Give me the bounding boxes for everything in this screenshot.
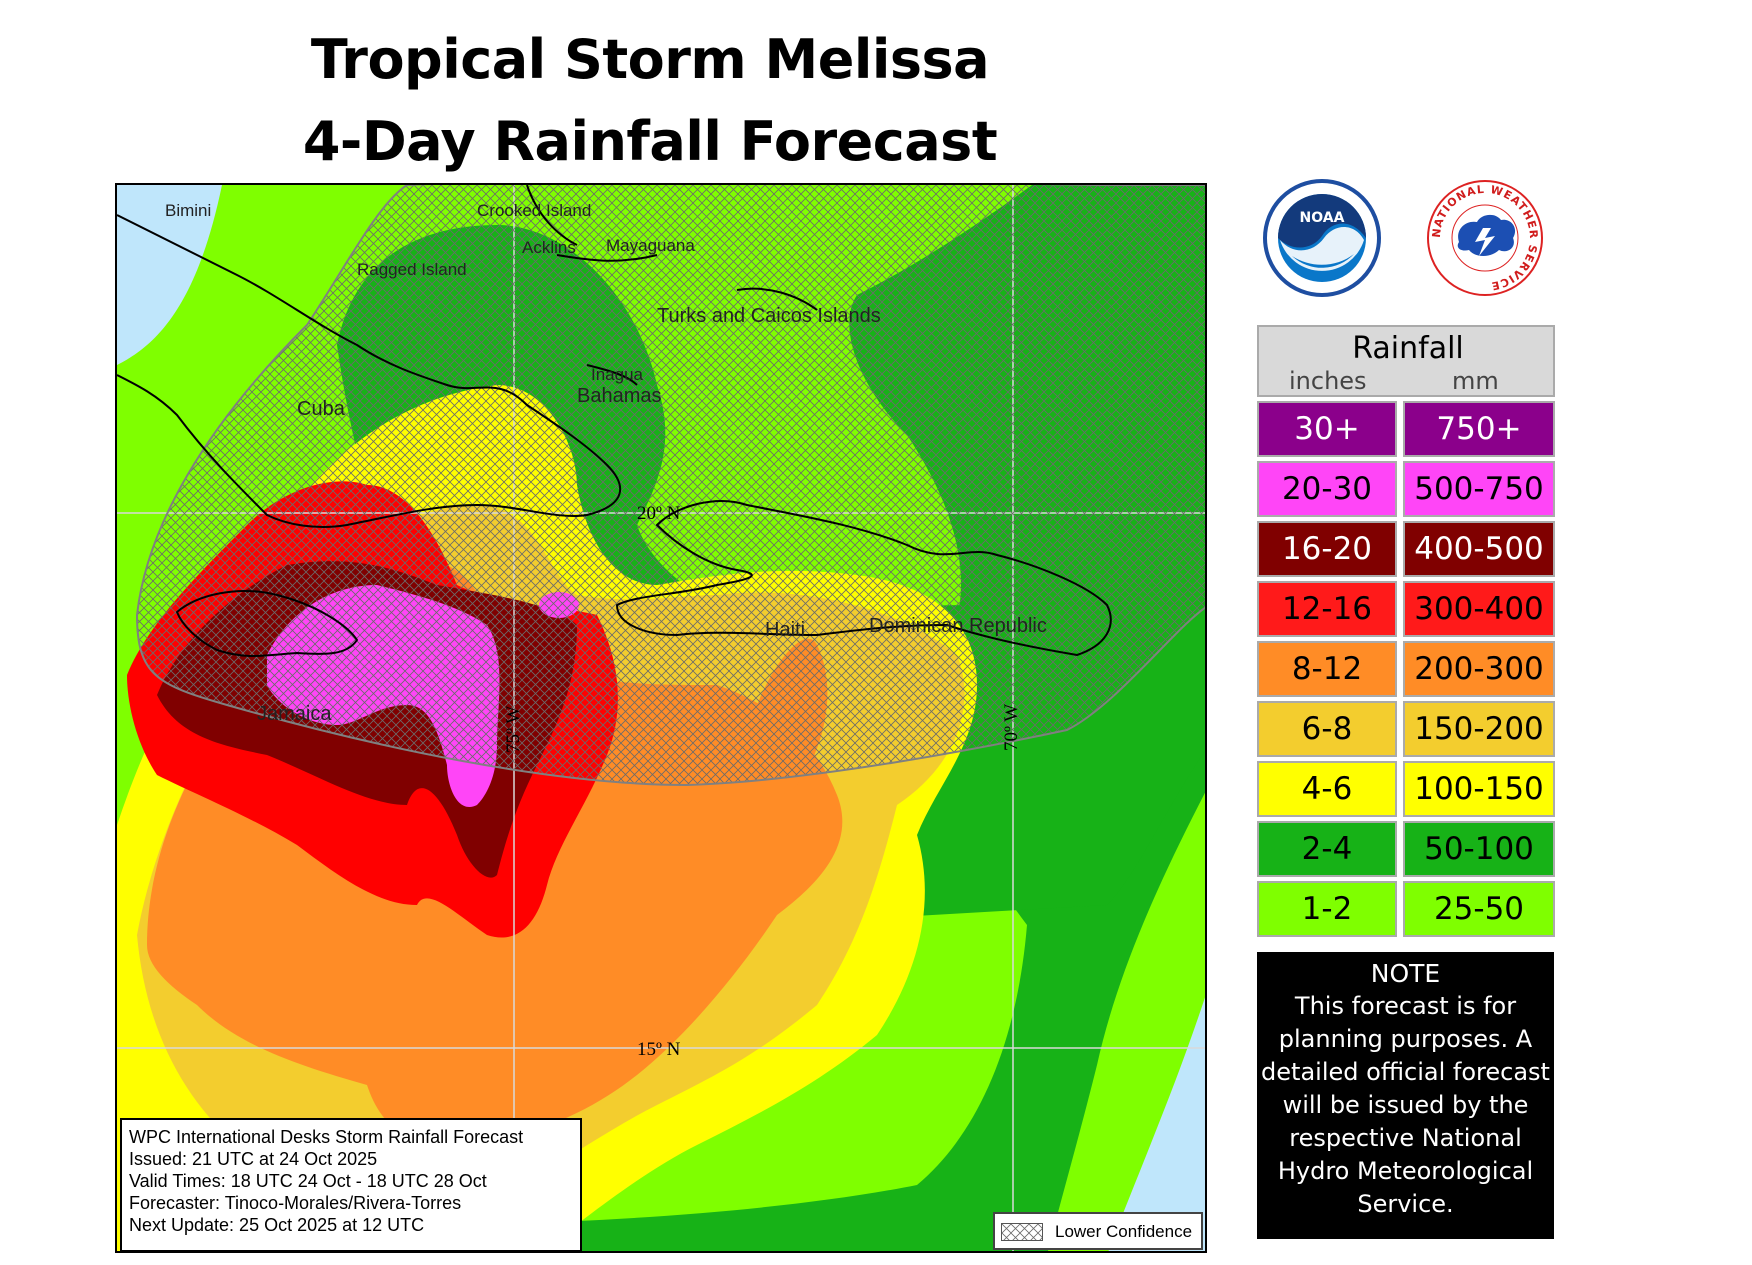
info-valid-times: Valid Times: 18 UTC 24 Oct - 18 UTC 28 O…	[129, 1171, 487, 1191]
gridline-labels: 20º N 15º N 75º W 70º W	[503, 503, 1022, 1060]
label-acklins: Acklins	[522, 238, 576, 257]
legend-mm-value: 200-300	[1403, 641, 1555, 697]
legend-mm-value: 100-150	[1403, 761, 1555, 817]
legend-row: 30+ 750+	[1257, 401, 1555, 457]
legend-row: 12-16 300-400	[1257, 581, 1555, 637]
label-inagua: Inagua	[591, 365, 644, 384]
label-ragged-island: Ragged Island	[357, 260, 467, 279]
map-title-line-1: Tropical Storm Melissa	[310, 28, 990, 91]
label-crooked-island: Crooked Island	[477, 201, 591, 220]
legend-inches-value: 6-8	[1257, 701, 1397, 757]
legend-inches-value: 20-30	[1257, 461, 1397, 517]
info-product: WPC International Desks Storm Rainfall F…	[129, 1127, 524, 1147]
legend-row: 8-12 200-300	[1257, 641, 1555, 697]
label-bimini: Bimini	[165, 201, 211, 220]
label-jamaica: Jamaica	[257, 703, 332, 725]
legend-mm-label: mm	[1452, 367, 1499, 395]
planning-note: NOTE This forecast is for planning purpo…	[1257, 952, 1554, 1239]
label-haiti: Haiti	[765, 619, 805, 641]
legend-mm-value: 300-400	[1403, 581, 1555, 637]
legend-mm-value: 150-200	[1403, 701, 1555, 757]
label-lon-75w: 75º W	[503, 706, 524, 753]
legend-inches-value: 8-12	[1257, 641, 1397, 697]
legend-row: 6-8 150-200	[1257, 701, 1555, 757]
lower-confidence-region	[135, 185, 1205, 787]
legend-row: 16-20 400-500	[1257, 521, 1555, 577]
hatch-swatch-icon	[1001, 1223, 1043, 1241]
label-dominican-republic: Dominican Republic	[869, 615, 1047, 637]
rainfall-map: Bimini Crooked Island Acklins Mayaguana …	[115, 183, 1207, 1253]
legend-inches-value: 1-2	[1257, 881, 1397, 937]
legend-mm-value: 500-750	[1403, 461, 1555, 517]
info-next-update: Next Update: 25 Oct 2025 at 12 UTC	[129, 1215, 425, 1235]
lower-confidence-legend: Lower Confidence	[993, 1212, 1203, 1250]
legend-inches-value: 4-6	[1257, 761, 1397, 817]
legend-mm-value: 25-50	[1403, 881, 1555, 937]
map-title-line-2: 4-Day Rainfall Forecast	[302, 110, 998, 173]
legend-inches-value: 16-20	[1257, 521, 1397, 577]
legend-mm-value: 50-100	[1403, 821, 1555, 877]
rainfall-map-svg: Bimini Crooked Island Acklins Mayaguana …	[117, 185, 1205, 1251]
legend-inches-value: 12-16	[1257, 581, 1397, 637]
legend-row: 20-30 500-750	[1257, 461, 1555, 517]
legend-row: 4-6 100-150	[1257, 761, 1555, 817]
legend-header: Rainfall inches mm	[1257, 325, 1555, 397]
label-bahamas: Bahamas	[577, 385, 662, 407]
info-forecaster: Forecaster: Tinoco-Morales/Rivera-Torres	[129, 1193, 462, 1213]
bahamas-islands	[526, 185, 818, 386]
forecast-info-box: WPC International Desks Storm Rainfall F…	[120, 1118, 582, 1252]
legend-title: Rainfall	[1352, 331, 1464, 366]
hispaniola-coastline	[616, 500, 1112, 656]
label-lat-20n: 20º N	[637, 503, 681, 524]
note-title: NOTE	[1370, 959, 1441, 988]
cuba-coastline	[117, 214, 622, 528]
place-labels: Bimini Crooked Island Acklins Mayaguana …	[165, 201, 1047, 725]
info-issued: Issued: 21 UTC at 24 Oct 2025	[129, 1149, 378, 1169]
label-lon-70w: 70º W	[1001, 704, 1022, 751]
note-text: This forecast is for planning purposes. …	[1261, 992, 1550, 1218]
coastlines	[117, 185, 1112, 657]
label-lat-15n: 15º N	[637, 1039, 681, 1060]
lower-confidence-label: Lower Confidence	[1055, 1222, 1193, 1241]
legend-row: 1-2 25-50	[1257, 881, 1555, 937]
legend-inches-label: inches	[1289, 367, 1367, 395]
label-cuba: Cuba	[297, 398, 346, 420]
noaa-logo-text: NOAA	[1300, 210, 1345, 226]
legend-mm-value: 400-500	[1403, 521, 1555, 577]
label-mayaguana: Mayaguana	[606, 236, 695, 255]
legend-row: 2-4 50-100	[1257, 821, 1555, 877]
jamaica-coastline	[176, 590, 358, 657]
noaa-logo-icon: NOAA	[1263, 179, 1381, 297]
legend-inches-value: 30+	[1257, 401, 1397, 457]
legend-mm-value: 750+	[1403, 401, 1555, 457]
nws-logo-icon: NATIONAL WEATHER SERVICE	[1427, 180, 1543, 296]
legend-inches-value: 2-4	[1257, 821, 1397, 877]
label-turks-and-caicos: Turks and Caicos Islands	[657, 305, 881, 327]
